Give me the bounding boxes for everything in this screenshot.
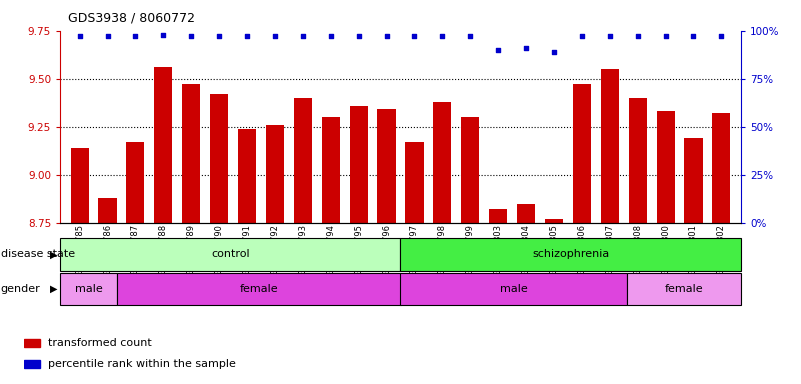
Text: male: male [74, 284, 103, 294]
Bar [601, 69, 619, 223]
Point [464, 33, 477, 40]
Point [352, 33, 365, 40]
Bar [182, 84, 200, 223]
Point [492, 47, 505, 53]
Point [240, 33, 253, 40]
Bar [627, 273, 741, 305]
Bar [400, 273, 627, 305]
Bar [433, 102, 452, 223]
Bar [24, 339, 40, 347]
Bar [377, 109, 396, 223]
Point [296, 33, 309, 40]
Bar [294, 98, 312, 223]
Text: percentile rank within the sample: percentile rank within the sample [48, 359, 236, 369]
Point [73, 33, 86, 40]
Text: GDS3938 / 8060772: GDS3938 / 8060772 [68, 12, 195, 25]
Text: ▶: ▶ [50, 249, 58, 260]
Text: male: male [500, 284, 528, 294]
Point [101, 33, 114, 40]
Point [408, 33, 421, 40]
Bar [349, 106, 368, 223]
Text: control: control [211, 249, 250, 260]
Bar [60, 238, 400, 271]
Bar [266, 125, 284, 223]
Bar [684, 138, 702, 223]
Text: female: female [665, 284, 703, 294]
Text: female: female [239, 284, 278, 294]
Bar [461, 117, 479, 223]
Bar [155, 67, 172, 223]
Point [157, 31, 170, 38]
Point [268, 33, 281, 40]
Bar [70, 148, 89, 223]
Bar [24, 359, 40, 368]
Text: transformed count: transformed count [48, 338, 152, 348]
Point [687, 33, 700, 40]
Bar [657, 111, 674, 223]
Bar [322, 117, 340, 223]
Bar [545, 219, 563, 223]
Point [548, 49, 561, 55]
Text: ▶: ▶ [50, 284, 58, 294]
Bar [238, 129, 256, 223]
Point [715, 33, 728, 40]
Point [436, 33, 449, 40]
Point [603, 33, 616, 40]
Bar [117, 273, 400, 305]
Point [129, 33, 142, 40]
Bar [99, 198, 117, 223]
Bar [573, 84, 591, 223]
Point [324, 33, 337, 40]
Bar [405, 142, 424, 223]
Point [659, 33, 672, 40]
Bar [127, 142, 144, 223]
Bar [489, 209, 507, 223]
Bar [210, 94, 228, 223]
Point [380, 33, 393, 40]
Text: disease state: disease state [1, 249, 75, 260]
Point [575, 33, 588, 40]
Point [631, 33, 644, 40]
Bar [517, 204, 535, 223]
Point [213, 33, 226, 40]
Bar [400, 238, 741, 271]
Bar [60, 273, 117, 305]
Point [185, 33, 198, 40]
Text: gender: gender [1, 284, 41, 294]
Text: schizophrenia: schizophrenia [532, 249, 610, 260]
Point [520, 45, 533, 51]
Bar [712, 113, 731, 223]
Bar [629, 98, 646, 223]
